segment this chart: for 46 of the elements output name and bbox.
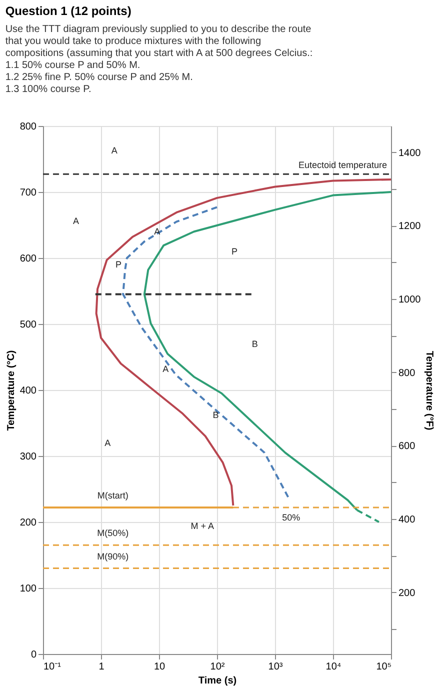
annotation: A: [111, 145, 118, 156]
text: 1.1 50% course P and 50% M.: [5, 60, 140, 71]
y2-tick-label: 400: [398, 514, 416, 526]
annotation: M(90%): [97, 551, 129, 562]
annotation: M(50%): [97, 528, 129, 538]
y2-tick-label: 1400: [398, 148, 422, 159]
y2-tick-label: 1200: [398, 221, 422, 232]
annotation: B: [252, 338, 258, 349]
text: 1.2 25% fine P. 50% course P and 25% M.: [5, 72, 193, 83]
annotation: A: [72, 216, 79, 226]
annotation: M(start): [97, 490, 128, 501]
ref-line-label: Eutectoid temperature: [298, 160, 387, 170]
y-tick-label: 700: [20, 188, 37, 198]
chart-subtitle: Use the TTT diagram previously supplied to you to describe the route that you would take to produce mixtures with the following compositions (assuming that you start with A at 500 degrees Celcius.:: [5, 24, 313, 59]
annotation: A: [154, 226, 160, 237]
y2-tick-label: 600: [398, 441, 416, 452]
annotation: 50%: [282, 512, 300, 522]
y-axis-title: Temperature (°C): [6, 350, 17, 431]
y-tick-label: 500: [20, 320, 37, 330]
x-tick-label: 10³: [268, 662, 284, 672]
text: 1.3 100% course P.: [5, 84, 92, 95]
y-tick-label: 300: [20, 452, 37, 462]
y-tick-label: 100: [20, 584, 37, 594]
x-tick-label: 10⁵: [376, 662, 392, 672]
y2-tick-label: 1000: [398, 294, 422, 306]
y2-axis-title: Temperature (°F): [424, 350, 435, 430]
x-tick-label: 10²: [210, 662, 226, 672]
x-tick-label: 10⁻¹: [44, 662, 62, 672]
annotation: A: [104, 438, 111, 448]
x-tick-label: 1: [98, 662, 105, 672]
annotation: P: [115, 260, 122, 270]
y-tick-label: 200: [20, 518, 37, 528]
annotation: B: [212, 410, 219, 420]
y2-tick-label: 200: [398, 588, 416, 599]
annotation: M + A: [190, 520, 214, 531]
y-tick-label: 600: [20, 254, 37, 264]
annotation: P: [231, 246, 238, 256]
y-tick-label: 800: [20, 122, 37, 132]
x-tick-label: 10⁴: [326, 662, 342, 672]
y-tick-label: 400: [20, 386, 37, 396]
annotation: A: [162, 364, 169, 374]
x-axis-title: Time (s): [198, 676, 237, 686]
y-tick-label: 0: [30, 650, 37, 660]
chart-title: Question 1 (12 points): [5, 4, 132, 18]
y2-tick-label: 800: [398, 368, 416, 379]
x-tick-label: 10: [154, 662, 166, 672]
